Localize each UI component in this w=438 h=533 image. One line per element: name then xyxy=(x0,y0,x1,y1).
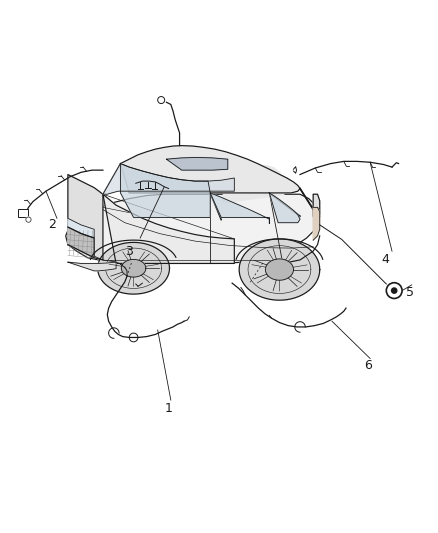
Text: 2: 2 xyxy=(49,219,57,231)
Polygon shape xyxy=(98,243,170,294)
Text: 5: 5 xyxy=(406,286,413,300)
Polygon shape xyxy=(265,259,293,280)
Polygon shape xyxy=(120,164,210,217)
Circle shape xyxy=(26,217,31,222)
Text: 4: 4 xyxy=(381,253,389,266)
Polygon shape xyxy=(239,239,320,300)
Polygon shape xyxy=(120,146,300,193)
Text: 1: 1 xyxy=(165,402,173,415)
Text: 3: 3 xyxy=(125,245,133,257)
Polygon shape xyxy=(68,174,103,260)
Polygon shape xyxy=(166,157,228,170)
Polygon shape xyxy=(313,207,320,240)
Text: 6: 6 xyxy=(364,359,372,372)
Polygon shape xyxy=(121,260,146,277)
Polygon shape xyxy=(66,194,320,263)
Polygon shape xyxy=(313,194,320,216)
Polygon shape xyxy=(68,262,116,271)
Circle shape xyxy=(392,288,397,293)
Polygon shape xyxy=(68,219,94,238)
Circle shape xyxy=(386,282,402,298)
Polygon shape xyxy=(68,227,94,258)
Polygon shape xyxy=(103,164,234,194)
Polygon shape xyxy=(103,194,234,263)
Polygon shape xyxy=(269,193,300,223)
Polygon shape xyxy=(223,166,284,203)
Bar xyxy=(18,209,28,217)
Circle shape xyxy=(158,96,165,103)
Polygon shape xyxy=(210,193,269,223)
